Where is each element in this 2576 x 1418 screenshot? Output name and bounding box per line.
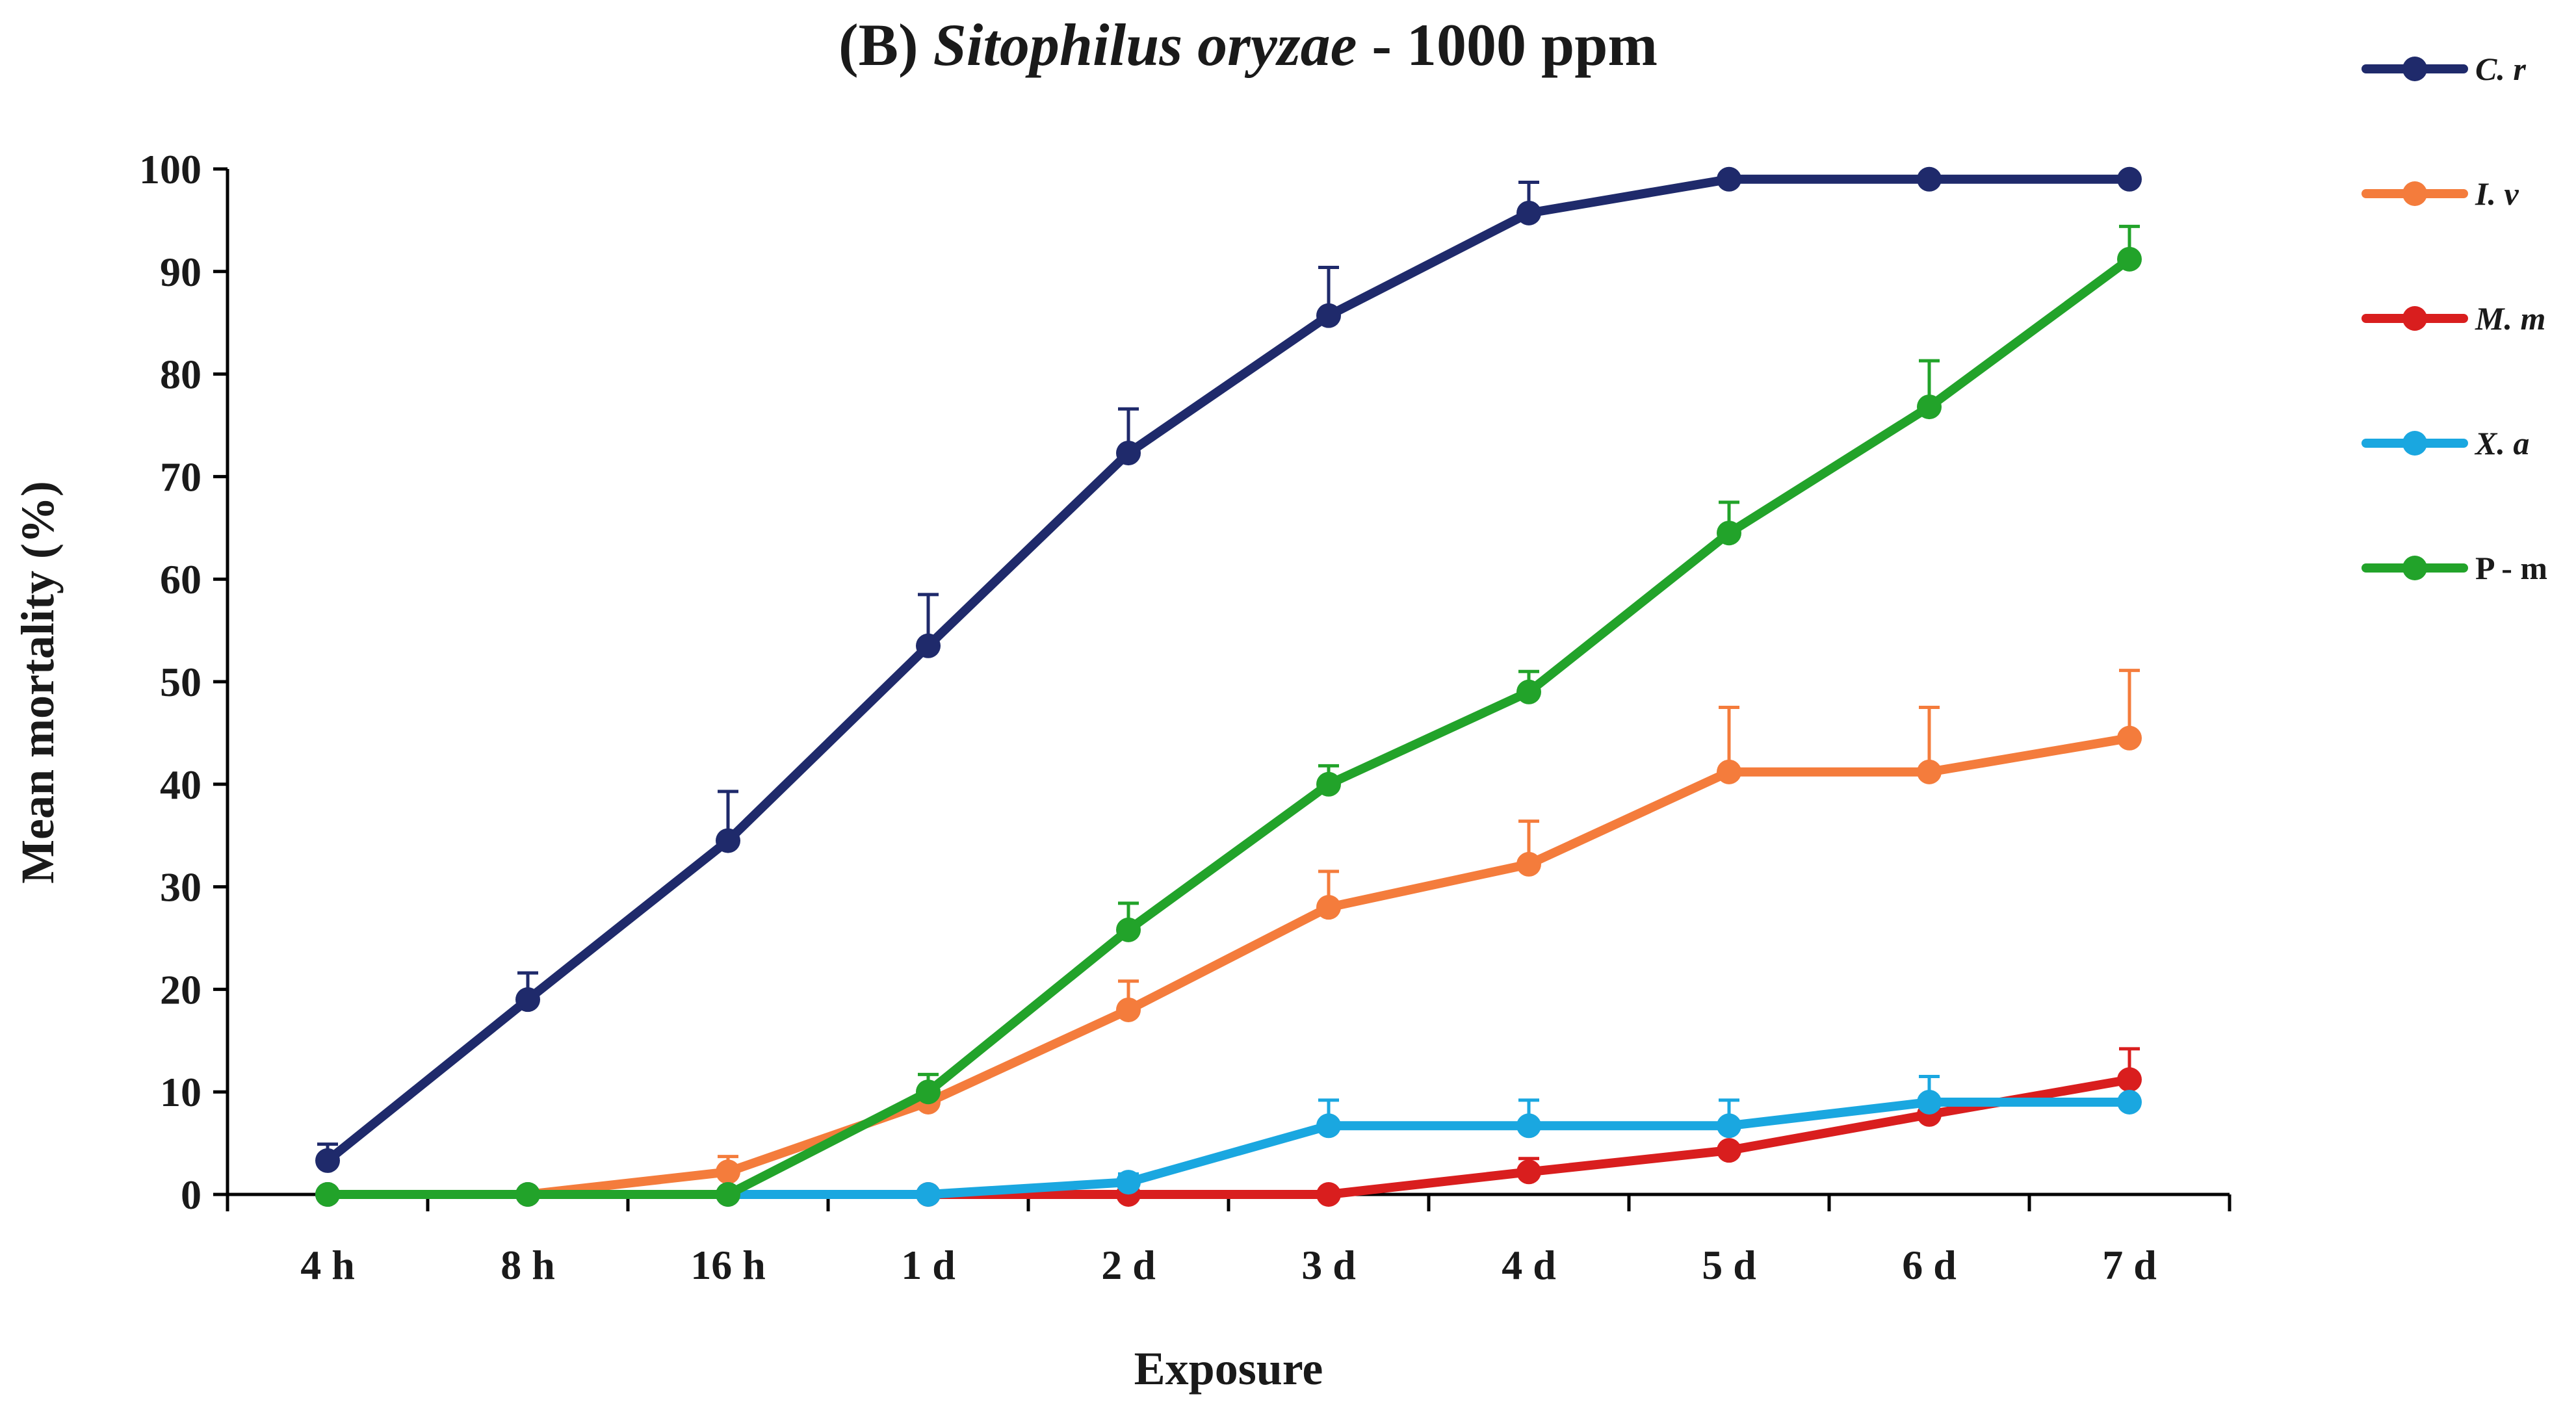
x-tick-label: 6 d [1902,1242,1957,1288]
legend-item: M. m [2361,300,2545,337]
series-lines [315,166,2142,1207]
data-point [1917,759,1942,784]
chart-title-species: Sitophilus oryzae [933,12,1357,78]
data-point [1516,200,1541,226]
x-tick-label: 3 d [1301,1242,1356,1288]
series-line [323,1075,2134,1199]
data-point [315,1148,340,1173]
y-tick-label: 60 [160,556,202,602]
legend-swatch-marker [2402,57,2427,81]
data-point [2117,1089,2142,1115]
data-point [1516,1159,1541,1185]
series-c-r [315,166,2142,1173]
legend-item: X. a [2361,425,2529,461]
legend-label: X. a [2474,425,2529,461]
data-point [1316,1182,1341,1207]
x-tick-label: 2 d [1101,1242,1156,1288]
data-point [916,1079,941,1105]
x-tick-label: 8 h [501,1242,555,1288]
y-tick-label: 30 [160,864,202,910]
data-point [1116,997,1141,1022]
data-point [515,987,540,1012]
legend-label: C. r [2475,51,2526,87]
series-line [323,1097,2134,1199]
series-line [323,254,2134,1199]
data-point [1717,1138,1741,1163]
data-point [1717,166,1741,192]
y-tick-label: 70 [160,454,202,500]
data-point [1316,895,1341,920]
series-line [323,174,2134,1165]
legend-item: I. v [2361,175,2519,212]
data-point [2117,1067,2142,1092]
x-axis-label: Exposure [1134,1343,1323,1395]
legend-label: M. m [2475,300,2545,337]
data-point [1116,1170,1141,1195]
data-point [716,1159,740,1185]
data-point [1917,166,1942,192]
data-point [916,633,941,658]
legend: C. r I. v M. m X. a P - m [2361,51,2547,586]
y-tick-label: 90 [160,249,202,295]
data-point [1516,851,1541,877]
legend-swatch-marker [2402,556,2427,580]
x-tick-label: 1 d [901,1242,956,1288]
data-point [1516,679,1541,704]
y-axis-label: Mean mortality (%) [12,481,64,884]
data-point [1917,394,1942,420]
data-point [515,1182,540,1207]
y-tick-label: 80 [160,352,202,398]
data-point [1516,1113,1541,1139]
legend-item: P - m [2361,550,2547,586]
data-point [1717,521,1741,546]
legend-swatch-marker [2402,181,2427,206]
data-point [1717,1113,1741,1139]
data-point [2117,166,2142,192]
axes: 0 10 20 30 40 50 60 70 80 90 100 4 h 8 h 16 h 1 d 2 d 3 … [139,146,2231,1288]
data-point [1116,441,1141,466]
data-point [716,1182,740,1207]
x-tick-label: 16 h [690,1242,766,1288]
legend-swatch-marker [2402,431,2427,456]
y-tick-label: 40 [160,762,202,808]
y-tick-label: 20 [160,966,202,1012]
series-line [323,733,2134,1199]
data-point [916,1182,941,1207]
data-point [2117,246,2142,272]
series-p-m [315,224,2142,1207]
data-point [1116,917,1141,942]
legend-label: I. v [2475,175,2519,212]
data-point [716,828,740,853]
chart-title-prefix: (B) [839,12,933,78]
legend-label: P - m [2475,550,2547,586]
data-point [1717,759,1741,784]
chart-title: (B) Sitophilus oryzae - 1000 ppm [839,12,1658,78]
legend-item: C. r [2361,51,2526,87]
y-tick-label: 10 [160,1069,202,1115]
x-tick-label: 4 h [300,1242,355,1288]
data-point [2117,725,2142,751]
data-point [1316,303,1341,328]
y-tick-label: 50 [160,659,202,705]
x-tick-label: 4 d [1502,1242,1556,1288]
legend-swatch-marker [2402,306,2427,331]
y-tick-label: 0 [181,1172,202,1218]
data-point [1316,1113,1341,1139]
chart-title-suffix: - 1000 ppm [1357,12,1658,78]
x-tick-label: 7 d [2102,1242,2157,1288]
data-point [315,1182,340,1207]
y-tick-label: 100 [139,146,202,192]
data-point [1316,771,1341,797]
data-point [1917,1089,1942,1115]
x-tick-label: 5 d [1702,1242,1756,1288]
